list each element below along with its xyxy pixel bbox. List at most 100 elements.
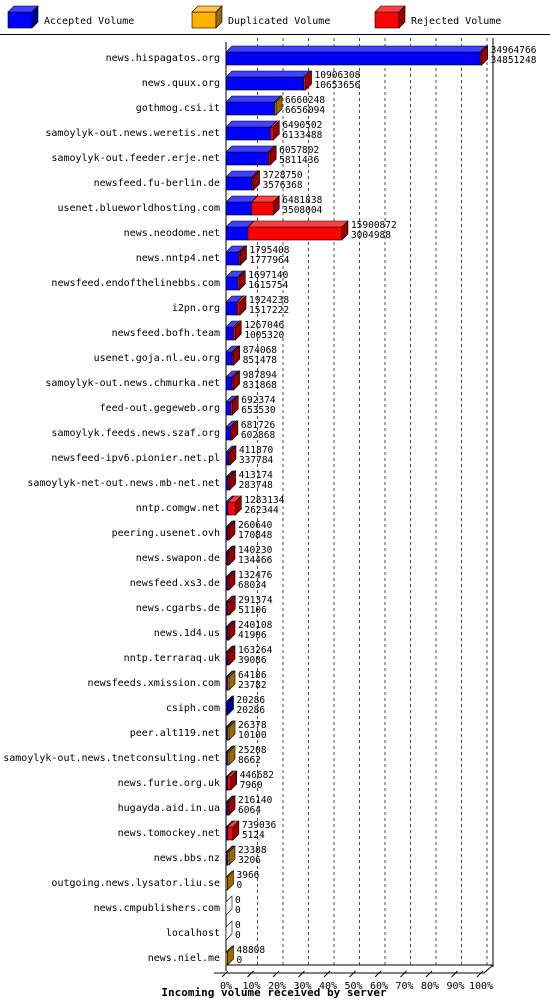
rejected-bar — [226, 520, 236, 541]
x-tick-mark — [476, 970, 484, 978]
accepted-value: 1517222 — [249, 305, 289, 316]
bar-row: samoylyk-out.news.chmurka.net 98789483186… — [45, 370, 277, 391]
accepted-value: 51106 — [238, 605, 267, 616]
rejected-bar — [251, 170, 261, 191]
rejected-bar — [267, 145, 277, 166]
duplicated-bar — [226, 720, 236, 741]
accepted-value: 134466 — [238, 555, 273, 566]
total-value: 216140 — [238, 795, 273, 806]
server-label: i2pn.org — [172, 303, 220, 314]
legend-swatch-2 — [191, 5, 223, 29]
server-label: peer.alt119.net — [130, 728, 220, 739]
legend-label-3: Rejected Volume — [411, 16, 501, 27]
duplicated-bar — [226, 845, 236, 866]
rejected-bar — [227, 445, 237, 466]
accepted-value: 6656094 — [285, 105, 325, 116]
server-label: news.niel.me — [148, 953, 220, 964]
accepted-value: 3004988 — [351, 230, 391, 241]
bar-row: newsfeed.endofthelinebbs.com 169714016157… — [51, 270, 288, 291]
rejected-bar — [226, 570, 236, 591]
x-axis-corner — [483, 964, 494, 974]
legend-swatch-3 — [374, 5, 406, 29]
server-label: news.bbs.nz — [154, 853, 220, 864]
server-label: usenet.blueworldhosting.com — [57, 203, 220, 214]
accepted-value: 5124 — [242, 830, 265, 841]
rejected-bar — [226, 545, 236, 566]
server-label: localhost — [166, 928, 220, 939]
accepted-value: 170848 — [238, 530, 273, 541]
server-label: samoylyk.feeds.news.szaf.org — [51, 428, 220, 439]
accepted-value: 39086 — [238, 655, 267, 666]
accepted-value: 831868 — [243, 380, 278, 391]
total-value: 26378 — [238, 720, 267, 731]
accepted-value: 3206 — [238, 855, 261, 866]
accepted-value: 34851248 — [491, 55, 537, 66]
accepted-value: 6064 — [238, 805, 261, 816]
server-label: newsfeed.bofh.team — [112, 328, 220, 339]
rejected-bar — [238, 245, 248, 266]
accepted-value: 23782 — [238, 680, 267, 691]
server-label: newsfeeds.xmission.com — [88, 678, 220, 689]
total-value: 3966 — [237, 870, 260, 881]
rejected-bar — [227, 470, 237, 491]
total-value: 1697140 — [248, 270, 288, 281]
accepted-value: 3508004 — [282, 205, 322, 216]
server-label: news.tomockey.net — [118, 828, 220, 839]
accepted-value: 68034 — [238, 580, 267, 591]
accepted-value: 0 — [237, 955, 243, 966]
x-tick-label: 100% — [469, 981, 493, 992]
rejected-bar — [230, 395, 239, 416]
total-value: 411870 — [239, 445, 274, 456]
total-value: 10906308 — [315, 70, 361, 81]
x-tick-label: 0% — [220, 981, 232, 992]
server-label: news.furie.org.uk — [118, 778, 220, 789]
server-label: newsfeed.fu-berlin.de — [94, 178, 220, 189]
server-label: news.cgarbs.de — [136, 603, 220, 614]
server-label: usenet.goja.nl.eu.org — [94, 353, 220, 364]
duplicated-bar — [226, 670, 236, 691]
x-tick-label: 50% — [344, 981, 362, 992]
x-tick-mark — [349, 970, 356, 978]
total-value: 240108 — [238, 620, 273, 631]
bar-row: samoylyk-net-out.news.mb-net.net 41317428… — [27, 470, 273, 491]
x-tick-label: 60% — [370, 981, 388, 992]
x-tick-label: 30% — [293, 981, 311, 992]
total-value: 1924238 — [249, 295, 289, 306]
rejected-bar — [226, 795, 236, 816]
rejected-bar — [479, 45, 489, 66]
accepted-value: 0 — [235, 930, 241, 941]
bar-row: news.cmpublishers.com 00 — [94, 895, 241, 916]
total-value: 6490502 — [282, 120, 322, 131]
total-value: 1283134 — [244, 495, 284, 506]
accepted-bar — [225, 145, 276, 166]
x-tick-mark — [247, 970, 254, 978]
x-tick-mark — [298, 970, 305, 978]
accepted-value: 5811436 — [279, 155, 319, 166]
x-tick-label: 10% — [242, 981, 260, 992]
total-value: 15900872 — [351, 220, 397, 231]
empty-bar — [225, 895, 233, 916]
server-label: newsfeed-ipv6.pionier.net.pl — [51, 453, 220, 464]
total-value: 25208 — [238, 745, 267, 756]
server-label: news.cmpublishers.com — [94, 903, 220, 914]
duplicated-bar — [225, 870, 235, 891]
server-label: newsfeed.endofthelinebbs.com — [51, 278, 220, 289]
server-label: outgoing.news.lysator.liu.se — [51, 878, 220, 889]
total-value: 291374 — [238, 595, 273, 606]
